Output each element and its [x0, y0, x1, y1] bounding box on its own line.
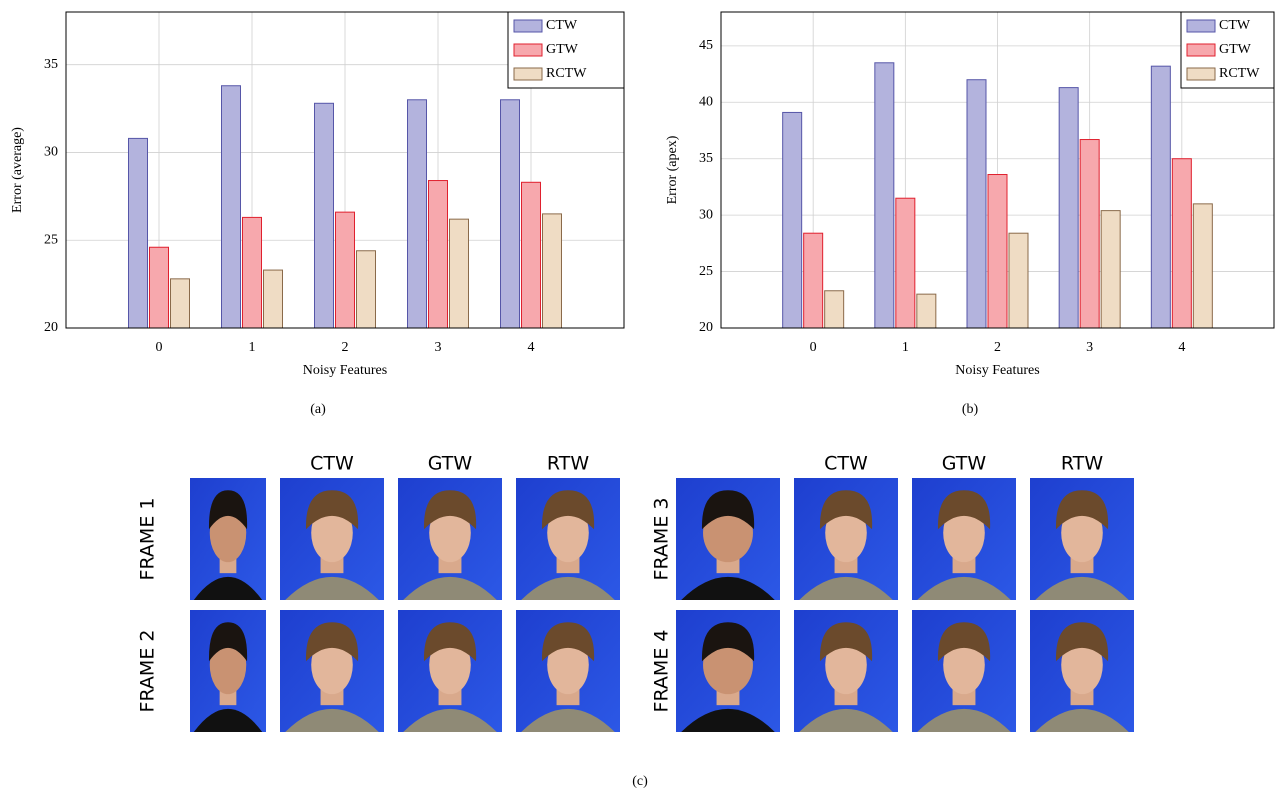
bar	[988, 175, 1007, 328]
bar	[1080, 140, 1099, 328]
bar	[243, 217, 262, 328]
legend-swatch	[1187, 44, 1215, 56]
bar	[917, 294, 936, 328]
y-tick-label: 30	[699, 207, 713, 222]
x-tick-label: 4	[1178, 340, 1185, 355]
bar	[408, 100, 427, 328]
y-axis-label: Error (apex)	[665, 135, 680, 204]
x-tick-label: 1	[249, 340, 256, 355]
legend-swatch	[514, 44, 542, 56]
legend-swatch	[514, 68, 542, 80]
bar	[783, 112, 802, 328]
y-axis-label: Error (average)	[10, 127, 25, 213]
y-tick-label: 25	[44, 232, 58, 247]
y-tick-label: 30	[44, 145, 58, 160]
bar	[543, 214, 562, 328]
caption: (c)	[632, 774, 648, 789]
legend-swatch	[514, 20, 542, 32]
x-tick-label: 2	[994, 340, 1001, 355]
legend-swatch	[1187, 20, 1215, 32]
bar	[896, 198, 915, 328]
legend-label: CTW	[1219, 18, 1251, 33]
bar	[875, 63, 894, 328]
bar	[522, 182, 541, 328]
column-header: CTW	[310, 453, 354, 475]
row-label: FRAME 1	[137, 498, 159, 581]
y-tick-label: 45	[699, 38, 713, 53]
bar	[1151, 66, 1170, 328]
y-tick-label: 35	[44, 57, 58, 72]
column-header: RTW	[547, 453, 589, 475]
bar	[1193, 204, 1212, 328]
x-tick-label: 0	[810, 340, 817, 355]
x-axis-label: Noisy Features	[303, 363, 387, 378]
y-tick-label: 20	[44, 320, 58, 335]
column-header: RTW	[1061, 453, 1103, 475]
x-tick-label: 3	[1086, 340, 1093, 355]
x-tick-label: 1	[902, 340, 909, 355]
bar	[1172, 159, 1191, 328]
bar	[501, 100, 520, 328]
figure: (a) (b) (c) 2025303501234Noisy FeaturesE…	[0, 0, 1278, 792]
column-header: CTW	[824, 453, 868, 475]
bar	[264, 270, 283, 328]
bar	[129, 138, 148, 328]
bar	[967, 80, 986, 328]
bar	[429, 181, 448, 328]
row-label: FRAME 2	[137, 630, 159, 713]
y-tick-label: 20	[699, 320, 713, 335]
row-label: FRAME 3	[651, 498, 673, 581]
x-tick-label: 4	[528, 340, 535, 355]
bar	[150, 247, 169, 328]
bar	[825, 291, 844, 328]
bar	[222, 86, 241, 328]
legend-label: CTW	[546, 18, 578, 33]
y-tick-label: 35	[699, 151, 713, 166]
bar	[171, 279, 190, 328]
legend-label: RCTW	[1219, 66, 1260, 81]
x-tick-label: 0	[156, 340, 163, 355]
caption: (b)	[962, 402, 979, 417]
caption: (a)	[310, 402, 326, 417]
legend-label: GTW	[1219, 42, 1252, 57]
legend-label: RCTW	[546, 66, 587, 81]
bar	[315, 103, 334, 328]
x-tick-label: 3	[435, 340, 442, 355]
x-axis-label: Noisy Features	[955, 363, 1039, 378]
column-header: GTW	[942, 453, 987, 475]
row-label: FRAME 4	[651, 630, 673, 713]
x-tick-label: 2	[342, 340, 349, 355]
legend-swatch	[1187, 68, 1215, 80]
bar	[1059, 88, 1078, 328]
bar	[450, 219, 469, 328]
legend-label: GTW	[546, 42, 579, 57]
y-tick-label: 40	[699, 95, 713, 110]
bar	[1101, 211, 1120, 328]
bar	[1009, 233, 1028, 328]
bar	[357, 251, 376, 328]
column-header: GTW	[428, 453, 473, 475]
bar	[336, 212, 355, 328]
bar	[804, 233, 823, 328]
y-tick-label: 25	[699, 264, 713, 279]
